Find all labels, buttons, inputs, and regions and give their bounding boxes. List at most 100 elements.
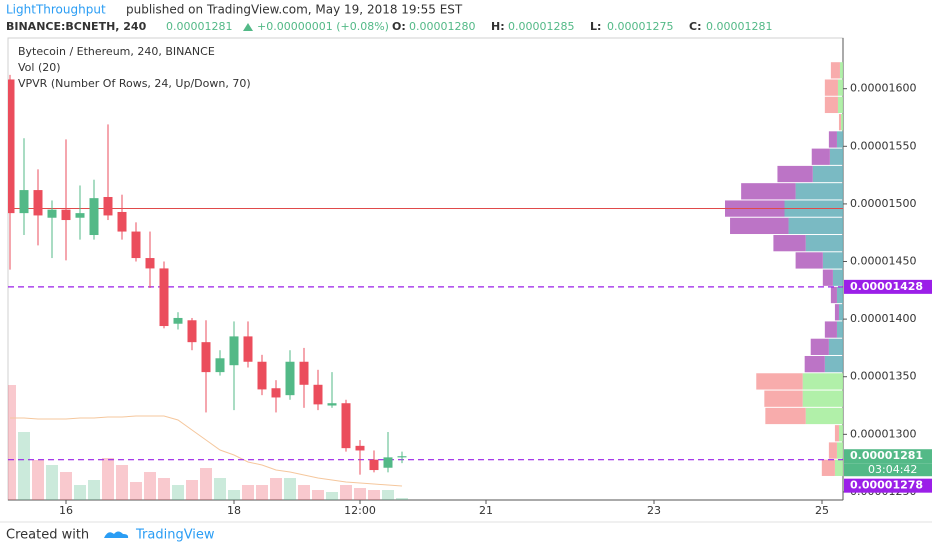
volume-bar <box>284 478 297 500</box>
candle-body <box>145 258 155 269</box>
volume-bar <box>158 478 171 500</box>
candle-body <box>285 361 295 396</box>
legend-vpvr: VPVR (Number Of Rows, 24, Up/Down, 70) <box>18 77 251 90</box>
price-label: 0.00001428 <box>850 280 923 293</box>
vpvr-up <box>840 114 843 131</box>
vpvr-down <box>834 425 839 442</box>
vpvr-up <box>824 355 843 373</box>
vpvr-up <box>802 373 843 390</box>
volume-bar <box>382 490 395 500</box>
vpvr-up <box>834 459 843 476</box>
published: published on TradingView.com, May 19, 20… <box>126 3 463 17</box>
y-tick-label: 0.00001450 <box>850 255 916 268</box>
x-tick-label: 18 <box>227 504 241 517</box>
x-tick-label: 23 <box>647 504 661 517</box>
volume-bar <box>74 485 87 500</box>
author[interactable]: LightThroughput <box>6 3 106 17</box>
y-tick-label: 0.00001500 <box>850 197 916 210</box>
volume-bar <box>340 485 353 500</box>
last: 0.00001281 <box>166 20 232 33</box>
vpvr-up <box>837 79 843 96</box>
candle-body <box>299 361 309 385</box>
vpvr-up <box>839 62 843 79</box>
y-tick-label: 0.00001350 <box>850 370 916 383</box>
countdown-box <box>844 463 932 477</box>
x-tick-label: 25 <box>815 504 829 517</box>
candle-body <box>117 211 127 232</box>
price-label: 0.00001281 <box>850 449 923 462</box>
candle-body <box>341 403 351 449</box>
ohlc-value: 0.00001275 <box>607 20 673 33</box>
candle-body <box>103 196 113 216</box>
price-label-box <box>844 478 932 493</box>
candle-body <box>369 459 379 471</box>
vpvr-down <box>824 321 837 338</box>
vpvr-down <box>838 114 841 131</box>
volume-bar <box>46 465 59 500</box>
vpvr-down <box>830 286 837 304</box>
vpvr-down <box>828 442 837 459</box>
x-tick-label: 12:00 <box>344 504 376 517</box>
candle-body <box>397 456 407 458</box>
vpvr-down <box>795 252 823 269</box>
ohlc: O: 0.00001280 H: 0.00001285 L: 0.00001275 C: 0.… <box>392 20 772 33</box>
candle-body <box>89 198 99 236</box>
ohlc-value: 0.00001281 <box>706 20 772 33</box>
plot <box>8 62 843 500</box>
candle-body <box>8 79 15 214</box>
candle-body <box>173 317 183 324</box>
volume-bar <box>102 458 115 500</box>
vpvr-up <box>836 286 843 304</box>
legend-vol: Vol (20) <box>18 61 61 74</box>
volume-bar <box>200 468 213 500</box>
vpvr-up <box>829 148 843 165</box>
vpvr-down <box>777 165 813 183</box>
legend-title: Bytecoin / Ethereum, 240, BINANCE <box>18 45 215 58</box>
volume-bar <box>32 460 45 500</box>
vpvr-up <box>836 131 843 148</box>
candle-body <box>313 384 323 405</box>
vpvr-up <box>836 442 843 459</box>
volume-bar <box>326 492 339 500</box>
vpvr-up <box>788 217 843 235</box>
vpvr-down <box>756 373 803 390</box>
candle-body <box>47 209 57 218</box>
candle-body <box>33 190 43 216</box>
volume-bar <box>242 485 255 500</box>
vpvr-down <box>834 304 839 321</box>
vpvr-down <box>804 355 825 373</box>
vpvr-up <box>812 165 843 183</box>
y-tick-label: 0.00001400 <box>850 312 916 325</box>
candle-body <box>229 336 239 366</box>
vpvr-up <box>795 183 843 200</box>
candle-body <box>19 190 29 214</box>
vpvr-up <box>828 338 843 355</box>
price-label: 0.00001278 <box>850 479 923 492</box>
candle-body <box>131 231 141 259</box>
footer-brand[interactable]: TradingView <box>135 528 215 543</box>
candle-body <box>159 268 169 327</box>
footer-created: Created with <box>6 528 89 543</box>
vpvr-up <box>805 235 843 252</box>
candle-body <box>187 320 197 343</box>
ohlc-value: 0.00001285 <box>508 20 574 33</box>
up-arrow <box>243 23 253 31</box>
candle-body <box>243 336 253 362</box>
vpvr-down <box>764 390 803 407</box>
ohlc-value: 0.00001280 <box>409 20 475 33</box>
vpvr-down <box>824 79 838 96</box>
symbol: BINANCE:BCNETH, 240 <box>6 20 147 33</box>
vpvr-down <box>822 269 833 286</box>
vpvr-up <box>802 390 843 407</box>
candle-body <box>383 457 393 468</box>
candle-body <box>355 445 365 451</box>
candle-body <box>271 388 281 398</box>
volume-bar <box>396 498 409 500</box>
volume-bar <box>130 482 143 500</box>
vpvr-up <box>822 252 843 269</box>
volume-bar <box>368 490 381 500</box>
vpvr-down <box>741 183 796 200</box>
volume-bar <box>298 485 311 500</box>
y-tick-label: 0.00001550 <box>850 139 916 152</box>
